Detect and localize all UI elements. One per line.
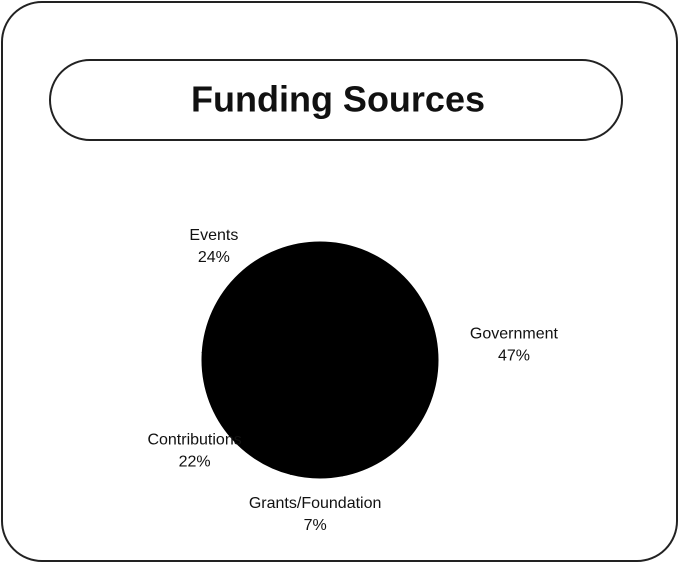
slice-label: Government [470,326,559,343]
slice-value-label: 47% [498,348,530,365]
pie-slice [201,352,321,475]
pie-slice [201,241,321,361]
title-box [49,59,623,141]
chart-title: Funding Sources [191,79,485,120]
slice-label: Events [189,227,238,244]
slice-label: Contributions [147,431,241,448]
slice-value-label: 7% [304,517,327,534]
slice-label: Grants/Foundation [249,495,382,512]
slice-value-label: 22% [179,453,211,470]
pie-slice [319,241,439,477]
slice-value-label: 24% [198,249,230,266]
